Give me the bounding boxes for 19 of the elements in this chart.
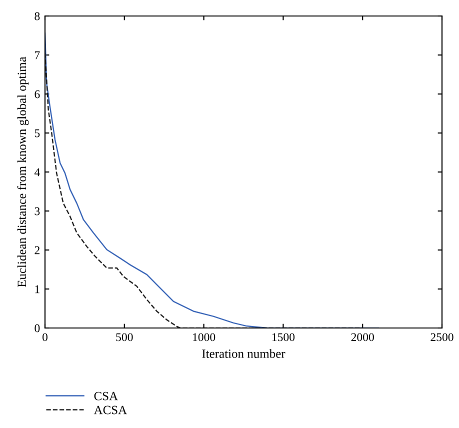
y-axis-title: Euclidean distance from known global optima [17,56,29,288]
y-tick-label: 7 [35,51,40,60]
x-tick-label: 1500 [272,333,295,342]
x-tick-label: 1000 [193,333,216,342]
y-tick-label: 3 [34,207,40,216]
y-tick-label: 8 [34,12,40,20]
y-tick-label: 6 [34,90,40,98]
y-tick-label: 4 [34,168,40,176]
y-tick-label: 0 [34,324,40,332]
legend-label: ACSA [94,406,127,414]
x-tick-label: 0 [42,333,48,342]
y-tick-label: 1 [35,285,40,294]
x-tick-label: 2000 [351,333,374,342]
x-tick-label: 500 [116,333,133,342]
x-axis-title: Iteration number [202,349,286,358]
y-tick-label: 5 [34,129,40,138]
y-tick-label: 2 [34,246,40,254]
legend-label: CSA [94,392,118,400]
x-tick-label: 2500 [430,333,454,342]
